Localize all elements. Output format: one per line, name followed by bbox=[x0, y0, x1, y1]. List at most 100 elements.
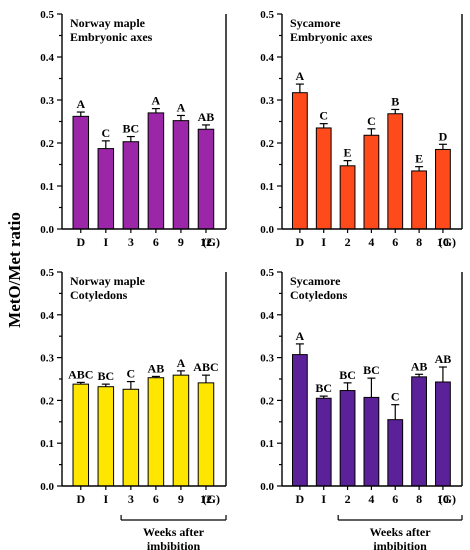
y-tick-label: 0.4 bbox=[260, 52, 274, 64]
y-tick-label: 0.5 bbox=[260, 9, 274, 21]
x-tick-label: 2 bbox=[345, 235, 351, 249]
bar bbox=[363, 134, 380, 230]
bar bbox=[435, 148, 451, 230]
weeks-label-line1: Weeks after bbox=[370, 525, 432, 539]
y-tick-label: 0.3 bbox=[40, 95, 54, 107]
y-tick-label: 0.0 bbox=[260, 224, 274, 236]
x-tick-label: D bbox=[296, 492, 305, 506]
x-unit-label: (G) bbox=[203, 235, 220, 249]
x-tick-label: 4 bbox=[368, 492, 374, 506]
significance-letter: AB bbox=[411, 359, 428, 373]
weeks-label-line1: Weeks after bbox=[143, 525, 205, 539]
x-tick-label: I bbox=[103, 235, 108, 249]
y-tick-label: 0.2 bbox=[40, 138, 54, 150]
x-tick-label: 6 bbox=[153, 235, 159, 249]
y-tick-label: 0.1 bbox=[40, 181, 54, 193]
significance-letter: ABC bbox=[68, 367, 93, 381]
y-tick-label: 0.1 bbox=[260, 181, 274, 193]
significance-letter: B bbox=[391, 94, 399, 108]
panel-title-line1: Sycamore bbox=[290, 16, 341, 30]
y-tick-label: 0.2 bbox=[260, 138, 274, 150]
x-tick-label: 6 bbox=[392, 235, 398, 249]
bar bbox=[339, 165, 356, 230]
bar bbox=[147, 112, 165, 230]
y-tick-label: 0.5 bbox=[260, 267, 274, 279]
x-tick-label: I bbox=[321, 235, 326, 249]
bar bbox=[411, 376, 427, 487]
chart-panel-4: 0.0 0.1 0.2 0.3 0.4 0.5 A D BC I BC 2 BC 4 C 6 AB 8 AB 10(G… bbox=[260, 267, 463, 550]
panel-title-line2: Embryonic axes bbox=[70, 30, 153, 44]
y-tick-label: 0.5 bbox=[40, 267, 54, 279]
significance-letter: A bbox=[296, 69, 305, 83]
significance-letter: E bbox=[344, 146, 352, 160]
bar bbox=[122, 141, 140, 230]
bar bbox=[435, 381, 451, 487]
y-tick-label: 0.2 bbox=[260, 395, 274, 407]
bar bbox=[387, 419, 404, 487]
x-tick-label: 12 bbox=[200, 235, 212, 249]
chart-panel-2: 0.0 0.1 0.2 0.3 0.4 0.5 A D C I E 2 C 4 B 6 E 8 D 10(G) Syca… bbox=[260, 9, 463, 249]
significance-letter: AB bbox=[148, 361, 165, 375]
bar bbox=[387, 113, 404, 230]
bar bbox=[291, 92, 308, 230]
y-tick-label: 0.3 bbox=[260, 95, 274, 107]
x-tick-label: D bbox=[76, 492, 85, 506]
y-tick-label: 0.5 bbox=[40, 9, 54, 21]
significance-letter: A bbox=[177, 356, 186, 370]
bar bbox=[197, 128, 215, 230]
y-tick-label: 0.0 bbox=[40, 224, 54, 236]
x-tick-label: 6 bbox=[153, 492, 159, 506]
panel-title-line1: Sycamore bbox=[290, 274, 341, 288]
x-unit-label: (G) bbox=[439, 235, 456, 249]
y-tick-label: 0.2 bbox=[40, 395, 54, 407]
bar bbox=[172, 374, 190, 487]
x-tick-label: 3 bbox=[128, 492, 134, 506]
bar bbox=[172, 120, 190, 230]
x-unit-label: (G) bbox=[203, 492, 220, 506]
significance-letter: A bbox=[177, 100, 186, 114]
bar bbox=[339, 390, 356, 487]
significance-letter: C bbox=[319, 109, 328, 123]
significance-letter: E bbox=[415, 152, 423, 166]
significance-letter: A bbox=[152, 94, 161, 108]
y-tick-label: 0.1 bbox=[260, 438, 274, 450]
weeks-label-line2: imbibition bbox=[373, 539, 427, 550]
significance-letter: BC bbox=[339, 368, 356, 382]
x-tick-label: I bbox=[103, 492, 108, 506]
x-tick-label: 9 bbox=[178, 235, 184, 249]
x-tick-label: 10 bbox=[437, 235, 449, 249]
y-tick-label: 0.4 bbox=[40, 52, 54, 64]
y-tick-label: 0.0 bbox=[260, 481, 274, 493]
y-tick-label: 0.1 bbox=[40, 438, 54, 450]
x-tick-label: 9 bbox=[178, 492, 184, 506]
significance-letter: AB bbox=[435, 352, 452, 366]
x-tick-label: 2 bbox=[345, 492, 351, 506]
panel-title-line1: Norway maple bbox=[70, 274, 146, 288]
significance-letter: A bbox=[76, 97, 85, 111]
panel-title-line2: Cotyledons bbox=[70, 288, 128, 302]
y-tick-label: 0.0 bbox=[40, 481, 54, 493]
x-tick-label: 10 bbox=[437, 492, 449, 506]
x-tick-label: 8 bbox=[416, 492, 422, 506]
x-tick-label: 4 bbox=[368, 235, 374, 249]
bar bbox=[197, 382, 215, 487]
significance-letter: C bbox=[127, 367, 136, 381]
bar bbox=[147, 377, 165, 487]
bar bbox=[122, 388, 140, 487]
x-tick-label: D bbox=[296, 235, 305, 249]
significance-letter: BC bbox=[123, 122, 140, 136]
panel-title-line1: Norway maple bbox=[70, 16, 146, 30]
panel-title-line2: Cotyledons bbox=[290, 288, 348, 302]
x-tick-label: 12 bbox=[200, 492, 212, 506]
bar bbox=[291, 354, 308, 487]
x-tick-label: 8 bbox=[416, 235, 422, 249]
bar bbox=[72, 383, 90, 487]
x-tick-label: 6 bbox=[392, 492, 398, 506]
chart-panel-1: 0.0 0.1 0.2 0.3 0.4 0.5 A D C I BC 3 A 6 A 9 AB 12(G) Norw… bbox=[40, 9, 227, 249]
significance-letter: BC bbox=[363, 363, 380, 377]
weeks-label-line2: imbibition bbox=[147, 539, 201, 550]
x-tick-label: I bbox=[321, 492, 326, 506]
significance-letter: ABC bbox=[193, 360, 218, 374]
significance-letter: BC bbox=[315, 381, 332, 395]
